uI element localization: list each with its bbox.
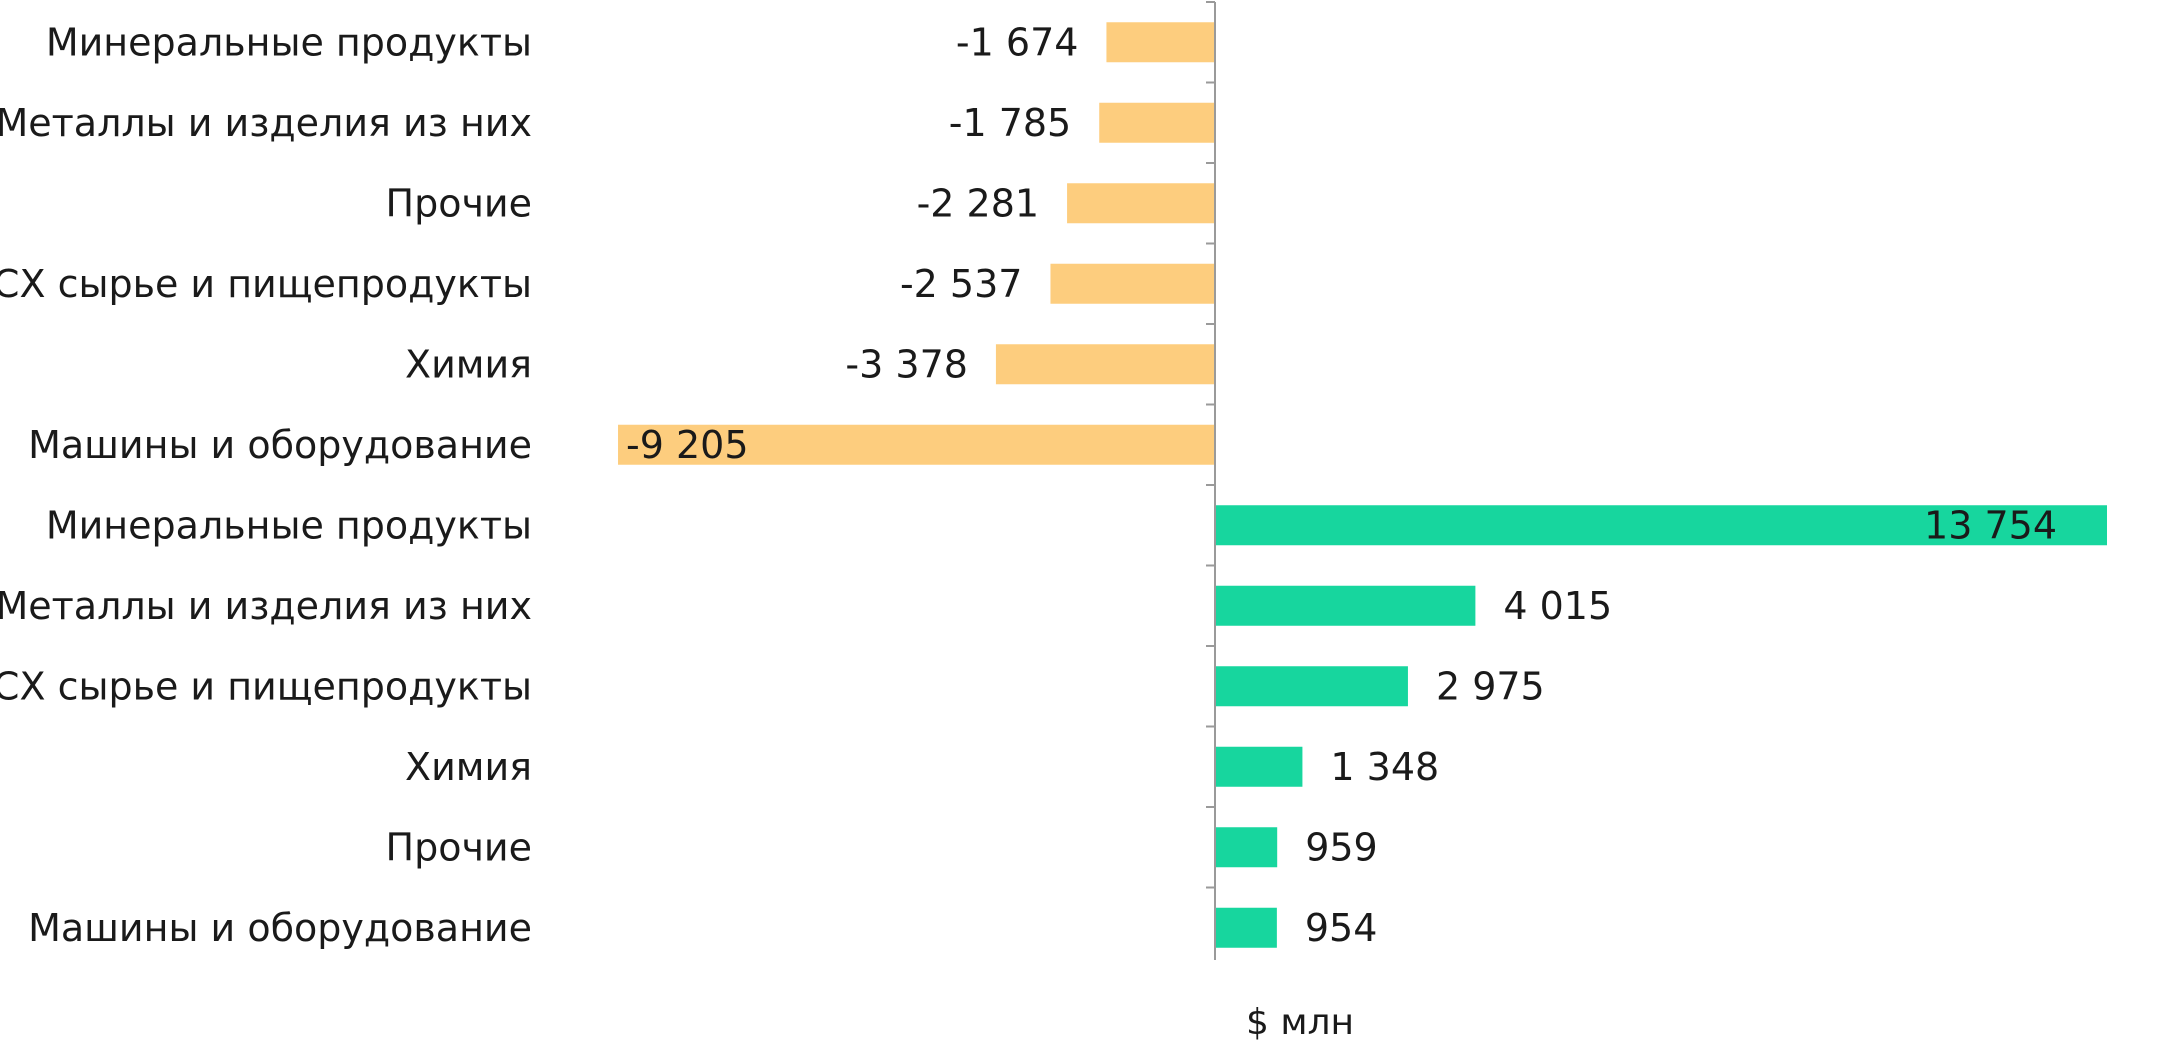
- category-label: Машины и оборудование: [28, 423, 532, 467]
- category-label: Металлы и изделия из них: [0, 101, 532, 145]
- data-label: 2 975: [1436, 664, 1545, 708]
- category-label: Химия: [405, 342, 532, 386]
- category-label: Минеральные продукты: [46, 503, 532, 547]
- bar: [1215, 746, 1303, 787]
- data-label: -1 674: [956, 20, 1079, 64]
- data-label: -2 281: [917, 181, 1040, 225]
- bar: [1106, 22, 1215, 63]
- bars-layer: [618, 22, 2107, 948]
- category-label: Металлы и изделия из них: [0, 584, 532, 628]
- bar: [1050, 263, 1215, 304]
- data-label: 954: [1305, 906, 1378, 950]
- category-labels: Минеральные продукты Металлы и изделия из…: [0, 20, 532, 950]
- bar: [1215, 827, 1278, 868]
- category-label: СХ сырье и пищепродукты: [0, 262, 532, 306]
- data-label: -3 378: [845, 342, 968, 386]
- category-label: Химия: [405, 745, 532, 789]
- value-labels: -1 674 -1 785 -2 281 -2 537 -3 378 -9 205 13 7…: [626, 20, 2057, 950]
- data-label: -1 785: [949, 101, 1072, 145]
- category-label: СХ сырье и пищепродукты: [0, 664, 532, 708]
- bar: [1099, 102, 1215, 143]
- data-label: -2 537: [900, 262, 1023, 306]
- category-label: Прочие: [386, 181, 532, 225]
- data-label: 13 754: [1924, 503, 2057, 547]
- unit-label: $ млн: [1246, 1002, 1354, 1042]
- bar: [618, 424, 1215, 465]
- axis-layer: [1206, 1, 1216, 960]
- category-label: Машины и оборудование: [28, 906, 532, 950]
- bar: [1215, 666, 1408, 707]
- data-label: 959: [1305, 825, 1378, 869]
- bar: [995, 344, 1215, 385]
- bar: [1067, 183, 1215, 224]
- bar: [1215, 505, 2107, 546]
- category-label: Прочие: [386, 825, 532, 869]
- bar: [1215, 585, 1476, 626]
- bar: [1215, 907, 1277, 948]
- data-label: -9 205: [626, 423, 749, 467]
- data-label: 4 015: [1503, 584, 1612, 628]
- data-label: 1 348: [1330, 745, 1439, 789]
- category-label: Минеральные продукты: [46, 20, 532, 64]
